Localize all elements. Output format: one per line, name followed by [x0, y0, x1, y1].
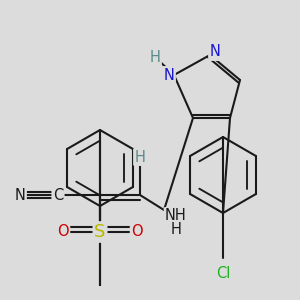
Text: C: C	[53, 188, 63, 202]
Text: O: O	[57, 224, 69, 239]
Text: H: H	[171, 223, 182, 238]
Text: H: H	[135, 149, 146, 164]
Text: N: N	[15, 188, 26, 202]
Text: H: H	[150, 50, 160, 64]
Text: N: N	[164, 68, 174, 82]
Text: NH: NH	[165, 208, 187, 224]
Text: Cl: Cl	[216, 266, 230, 280]
Text: O: O	[131, 224, 143, 239]
Text: N: N	[210, 44, 220, 59]
Text: S: S	[94, 223, 106, 241]
